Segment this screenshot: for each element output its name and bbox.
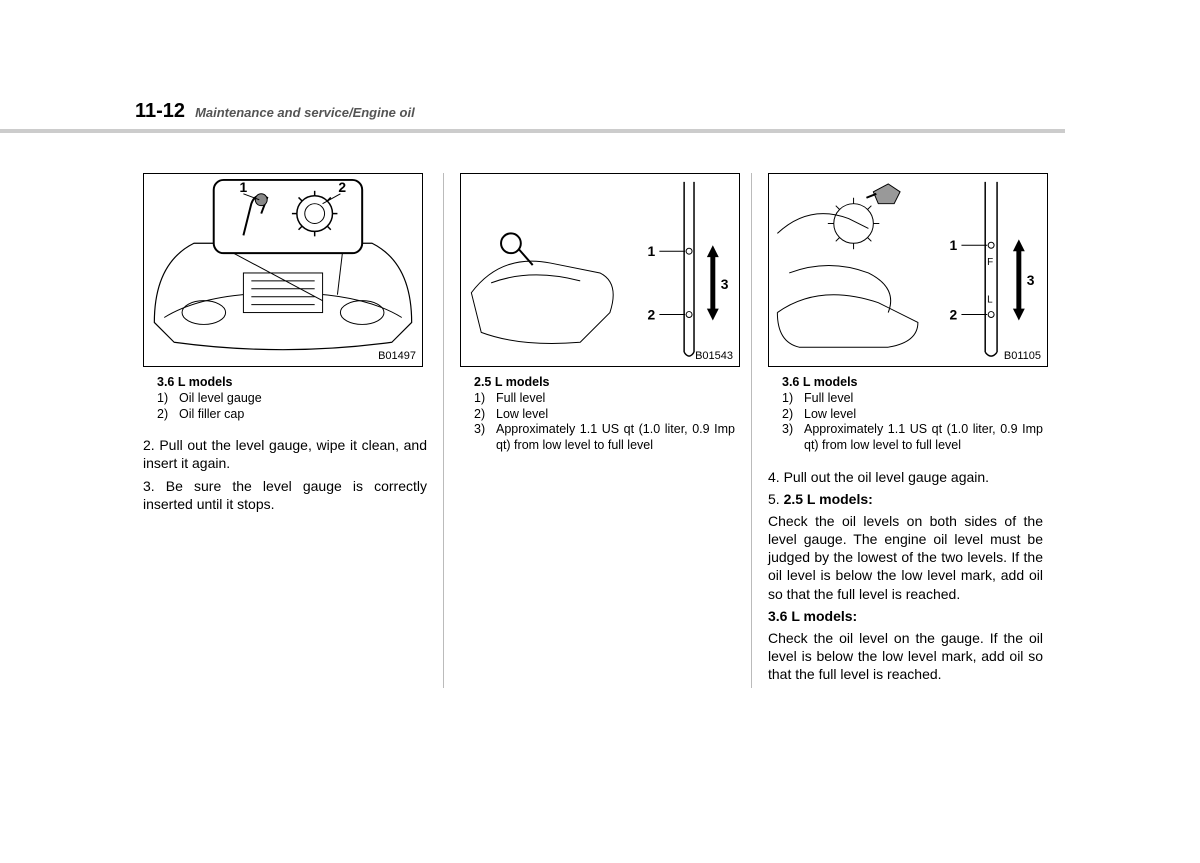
caption-title: 3.6 L models [157, 375, 427, 389]
figure-id: B01497 [378, 350, 416, 362]
section-title: Maintenance and service/Engine oil [195, 105, 415, 120]
manual-page: 11-12 Maintenance and service/Engine oil [135, 100, 1070, 688]
body-paragraph: 4. Pull out the oil level gauge again. [768, 468, 1043, 486]
svg-text:1: 1 [950, 237, 958, 253]
svg-text:F: F [987, 257, 993, 268]
dipstick-diagram-icon: 1 2 3 [461, 174, 739, 366]
svg-text:2: 2 [338, 179, 346, 195]
column-2: 1 2 3 B01543 2.5 L models 1)Full level 2… [443, 173, 743, 688]
column-3: F L 1 2 3 B01105 3.6 L models 1)Full l [751, 173, 1051, 688]
engine-diagram-icon: 1 2 [144, 174, 422, 366]
page-number: 11-12 [135, 100, 185, 123]
svg-text:L: L [987, 295, 993, 306]
body-paragraph: 3.6 L models: [768, 607, 1043, 625]
caption-title: 3.6 L models [782, 375, 1043, 389]
caption-list: 1)Full level 2)Low level 3)Approximately… [474, 391, 735, 454]
dipstick-diagram-icon: F L 1 2 3 [769, 174, 1047, 366]
body-paragraph: Check the oil level on the gauge. If the… [768, 629, 1043, 684]
svg-text:2: 2 [950, 306, 958, 322]
caption-list: 1)Oil level gauge 2)Oil filler cap [157, 391, 427, 422]
page-header: 11-12 Maintenance and service/Engine oil [135, 100, 1070, 123]
column-1: 1 2 B01497 3.6 L models 1)Oil level gaug… [135, 173, 435, 688]
svg-text:2: 2 [648, 306, 656, 322]
figure-id: B01543 [695, 350, 733, 362]
svg-text:1: 1 [648, 243, 656, 259]
header-rule [0, 129, 1065, 133]
figure-id: B01105 [1004, 350, 1041, 362]
caption-list: 1)Full level 2)Low level 3)Approximately… [782, 391, 1043, 454]
body-paragraph: Check the oil levels on both sides of th… [768, 512, 1043, 603]
content-columns: 1 2 B01497 3.6 L models 1)Oil level gaug… [135, 173, 1070, 688]
caption-title: 2.5 L models [474, 375, 735, 389]
svg-text:3: 3 [1027, 272, 1035, 288]
figure-dipstick-36l: F L 1 2 3 B01105 [768, 173, 1048, 367]
svg-text:3: 3 [721, 276, 729, 292]
figure-dipstick-25l: 1 2 3 B01543 [460, 173, 740, 367]
body-paragraph: 2. Pull out the level gauge, wipe it cle… [143, 436, 427, 472]
figure-engine-bay: 1 2 B01497 [143, 173, 423, 367]
svg-text:1: 1 [239, 179, 247, 195]
body-paragraph: 5. 2.5 L models: [768, 490, 1043, 508]
body-paragraph: 3. Be sure the level gauge is correctly … [143, 477, 427, 513]
